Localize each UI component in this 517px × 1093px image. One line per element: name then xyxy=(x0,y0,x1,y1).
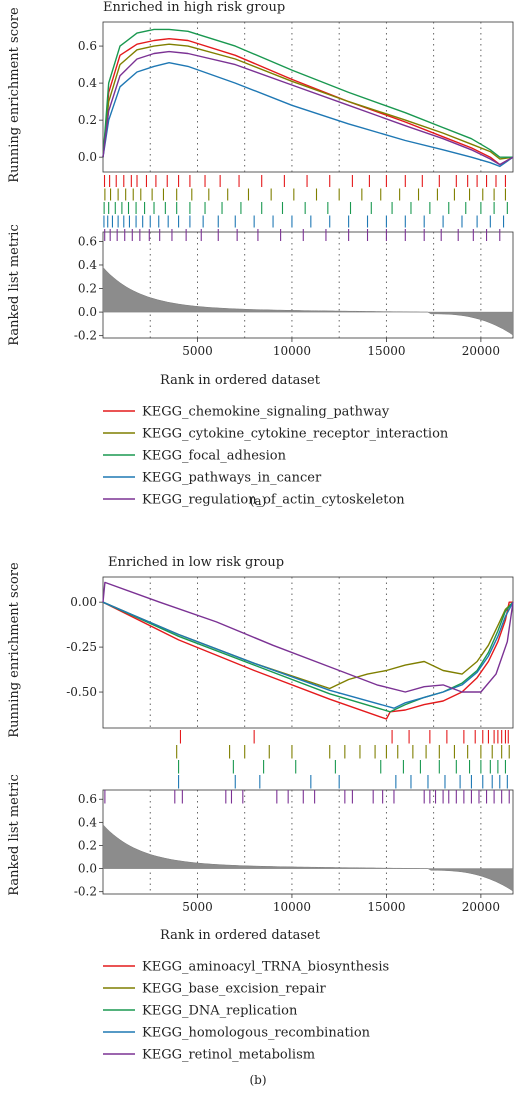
panel-b-title: Enriched in low risk group xyxy=(108,555,284,570)
es-y-tick-label: 0.00 xyxy=(70,595,97,609)
panel-a-title: Enriched in high risk group xyxy=(103,0,285,15)
metric-y-tick-label: -0.2 xyxy=(74,329,97,343)
es-line xyxy=(102,62,514,168)
es-plot-frame xyxy=(102,21,514,173)
x-tick-label: 20000 xyxy=(462,344,500,358)
panel-b-xlabel: Rank in ordered dataset xyxy=(160,928,321,943)
x-tick-label: 15000 xyxy=(367,344,405,358)
es-line xyxy=(102,43,514,160)
panel-a-label: (a) xyxy=(250,494,267,508)
metric-y-tick-label: 0.2 xyxy=(78,838,97,852)
es-y-tick-label: 0.6 xyxy=(78,39,97,53)
panel-a-es-ylabel: Running enrichment score xyxy=(7,7,22,183)
metric-y-tick-label: 0.4 xyxy=(78,815,97,829)
metric-y-tick-label: 0.0 xyxy=(78,305,97,319)
es-line xyxy=(102,601,514,713)
x-tick-label: 10000 xyxy=(273,900,311,914)
panel-b-metric-ylabel: Ranked list metric xyxy=(7,774,22,895)
legend-label: KEGG_regulation_of_actin_cytoskeleton xyxy=(142,493,405,508)
es-line xyxy=(102,601,513,720)
es-y-tick-label: -0.50 xyxy=(66,685,97,699)
legend-label: KEGG_homologous_recombination xyxy=(142,1026,371,1041)
legend-label: KEGG_base_excision_repair xyxy=(142,982,327,997)
ranked-metric-area xyxy=(102,824,514,892)
metric-y-tick-label: -0.2 xyxy=(74,885,97,899)
es-line xyxy=(102,28,513,158)
panel-a-xlabel: Rank in ordered dataset xyxy=(160,373,321,388)
x-tick-label: 10000 xyxy=(273,344,311,358)
x-tick-label: 5000 xyxy=(182,344,213,358)
panel-b-label: (b) xyxy=(249,1073,266,1087)
metric-y-tick-label: 0.4 xyxy=(78,258,97,272)
metric-plot-frame xyxy=(102,789,514,895)
es-line xyxy=(102,581,514,693)
metric-y-tick-label: 0.0 xyxy=(78,862,97,876)
legend-label: KEGG_chemokine_signaling_pathway xyxy=(142,405,390,420)
es-y-tick-label: 0.2 xyxy=(78,113,97,127)
panel-b: Enriched in low risk group Rank in order… xyxy=(7,555,514,1087)
legend-label: KEGG_aminoacyl_TRNA_biosynthesis xyxy=(142,960,389,975)
es-line xyxy=(102,601,514,709)
panel-b-es-ylabel: Running enrichment score xyxy=(7,562,22,738)
es-y-tick-label: -0.25 xyxy=(66,640,97,654)
legend-label: KEGG_retinol_metabolism xyxy=(142,1048,315,1063)
es-line xyxy=(102,50,514,166)
legend-label: KEGG_DNA_replication xyxy=(142,1004,298,1019)
metric-y-tick-label: 0.2 xyxy=(78,282,97,296)
es-y-tick-label: 0.0 xyxy=(78,150,97,164)
ranked-metric-area xyxy=(102,266,514,336)
es-y-tick-label: 0.4 xyxy=(78,76,97,90)
es-plot-frame xyxy=(102,576,514,729)
x-tick-label: 15000 xyxy=(367,900,405,914)
legend-label: KEGG_pathways_in_cancer xyxy=(142,471,322,486)
legend-label: KEGG_focal_adhesion xyxy=(142,449,287,464)
metric-plot-frame xyxy=(102,231,514,339)
es-line xyxy=(102,601,514,690)
x-tick-label: 20000 xyxy=(462,900,500,914)
legend-label: KEGG_cytokine_cytokine_receptor_interact… xyxy=(142,427,449,442)
metric-y-tick-label: 0.6 xyxy=(78,234,97,248)
metric-y-tick-label: 0.6 xyxy=(78,792,97,806)
panel-a-metric-ylabel: Ranked list metric xyxy=(7,224,22,345)
panel-a: Enriched in high risk group Rank in orde… xyxy=(7,0,514,508)
x-tick-label: 5000 xyxy=(182,900,213,914)
es-line xyxy=(102,38,514,166)
